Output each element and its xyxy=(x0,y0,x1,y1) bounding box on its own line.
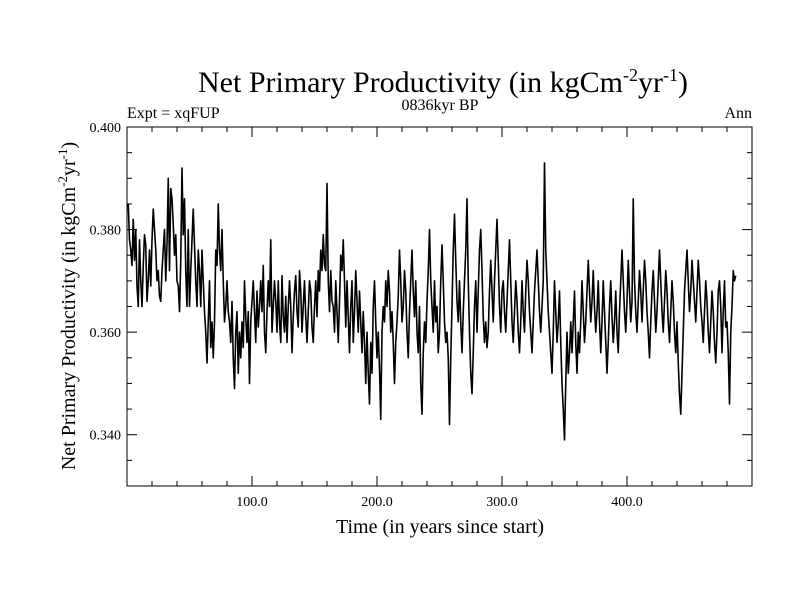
chart-title-exp2: -1 xyxy=(663,65,678,85)
y-axis-tick-labels: 0.340 0.360 0.380 0.400 xyxy=(90,121,122,444)
x-axis-tick-labels: 100.0 200.0 300.0 400.0 xyxy=(236,495,643,510)
y-tick-label: 0.380 xyxy=(90,224,122,239)
x-tick-label: 300.0 xyxy=(486,495,518,510)
x-tick-label: 100.0 xyxy=(236,495,268,510)
y-axis-label-exp2: -1 xyxy=(55,149,70,160)
chart-title-end: ) xyxy=(678,66,688,99)
y-axis-label-base: Net Primary Productivity (in kgCm xyxy=(58,186,80,470)
y-axis-label: Net Primary Productivity (in kgCm-2yr-1) xyxy=(55,142,80,470)
y-tick-label: 0.360 xyxy=(90,326,122,341)
x-axis-ticks xyxy=(151,127,728,486)
x-axis-label: Time (in years since start) xyxy=(336,516,544,538)
y-tick-label: 0.400 xyxy=(90,121,122,136)
x-tick-label: 400.0 xyxy=(611,495,643,510)
y-axis-label-end: ) xyxy=(58,142,80,149)
x-tick-label: 200.0 xyxy=(361,495,393,510)
y-axis-label-exp1: -2 xyxy=(55,176,70,187)
chart-title-exp1: -2 xyxy=(623,65,638,85)
chart-title-mid: yr xyxy=(638,66,663,99)
chart-title-base: Net Primary Productivity (in kgCm xyxy=(198,66,623,99)
y-tick-label: 0.340 xyxy=(90,429,122,444)
y-axis-label-mid: yr xyxy=(58,159,80,176)
chart-title: Net Primary Productivity (in kgCm-2yr-1) xyxy=(198,65,688,99)
subtitle-center: 0836kyr BP xyxy=(402,97,479,114)
series-line-npp xyxy=(127,162,737,441)
subtitle-right: Ann xyxy=(724,105,752,122)
subtitle-left: Expt = xqFUP xyxy=(127,105,220,122)
